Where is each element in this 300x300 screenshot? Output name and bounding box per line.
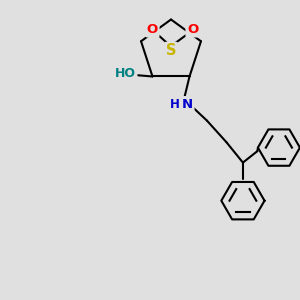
Text: H: H — [170, 98, 180, 111]
Text: S: S — [166, 44, 176, 59]
Text: HO: HO — [115, 67, 136, 80]
Text: O: O — [147, 23, 158, 36]
Text: N: N — [182, 98, 193, 111]
Text: O: O — [187, 23, 198, 36]
